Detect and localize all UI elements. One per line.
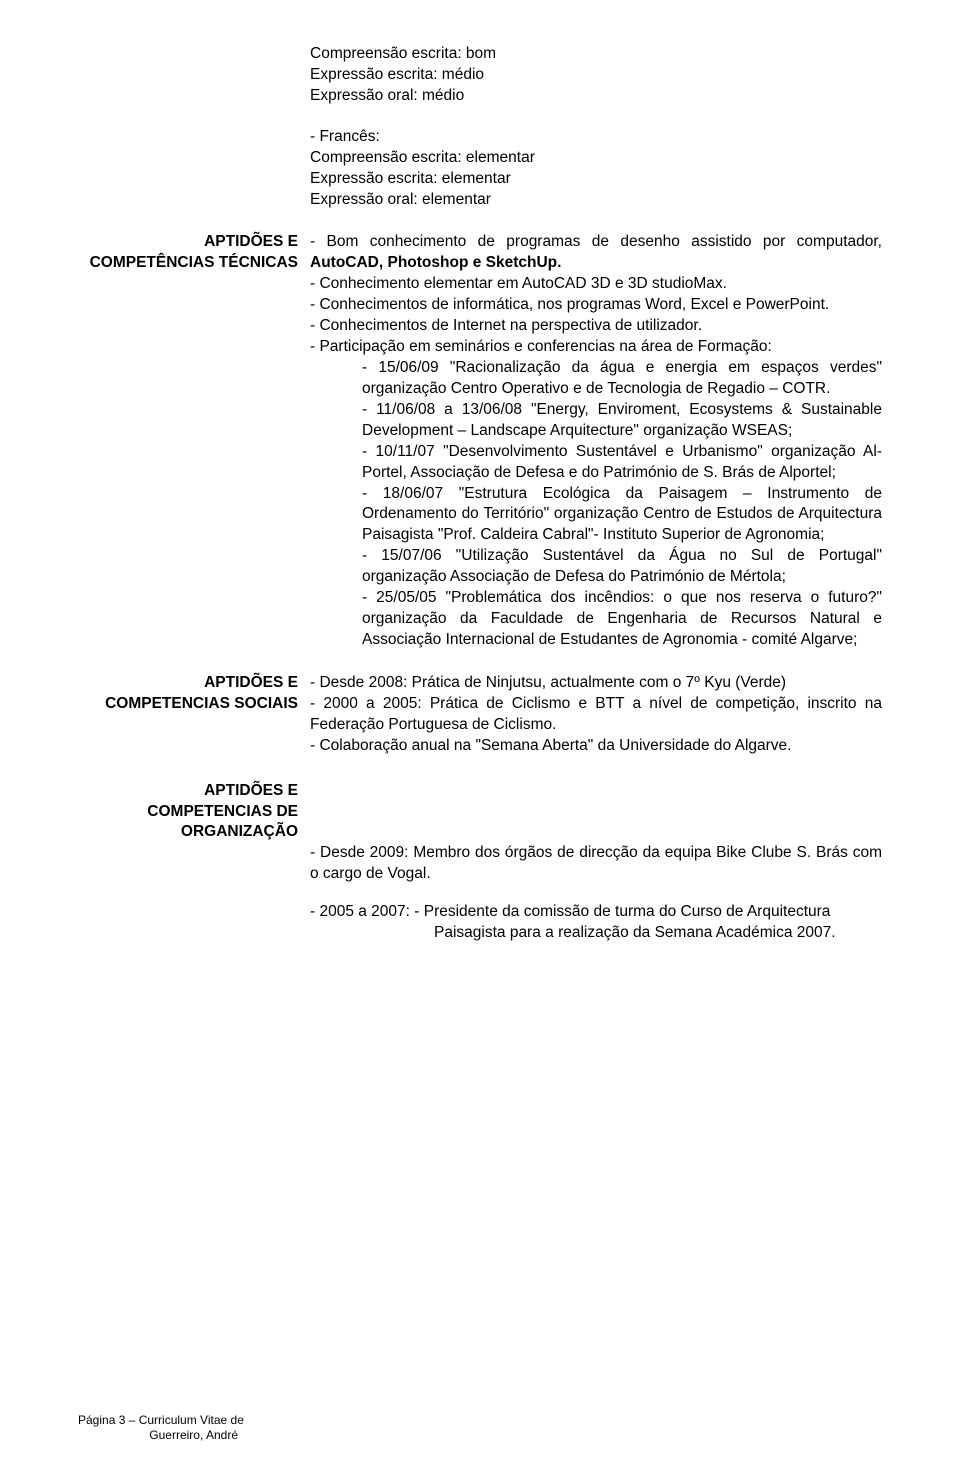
frances-label: - Francês: <box>310 127 882 148</box>
tecnicas-p2: - Conhecimento elementar em AutoCAD 3D e… <box>310 274 882 295</box>
footer-l1: Página 3 – Curriculum Vitae de <box>78 1413 244 1429</box>
tecnicas-title-l1: APTIDÕES E <box>78 232 298 253</box>
tecnicas-s4: - 18/06/07 "Estrutura Ecológica da Paisa… <box>310 484 882 547</box>
sociais-title-l2: COMPETENCIAS SOCIAIS <box>78 694 298 715</box>
org-title-col: APTIDÕES E COMPETENCIAS DE ORGANIZAÇÃO <box>78 781 298 945</box>
sociais-p3: - Colaboração anual na "Semana Aberta" d… <box>310 736 882 757</box>
tecnicas-p5: - Participação em seminários e conferenc… <box>310 337 882 358</box>
tecnicas-title-l2: COMPETÊNCIAS TÉCNICAS <box>78 253 298 274</box>
org-block: APTIDÕES E COMPETENCIAS DE ORGANIZAÇÃO -… <box>78 781 882 945</box>
org-spacer <box>310 781 882 843</box>
sociais-title-col: APTIDÕES E COMPETENCIAS SOCIAIS <box>78 673 298 757</box>
tecnicas-s6: - 25/05/05 "Problemática dos incêndios: … <box>310 588 882 651</box>
org-title: APTIDÕES E COMPETENCIAS DE ORGANIZAÇÃO <box>78 781 298 844</box>
tecnicas-s5: - 15/07/06 "Utilização Sustentável da Ág… <box>310 546 882 588</box>
page-footer: Página 3 – Curriculum Vitae de Guerreiro… <box>78 1413 244 1444</box>
exp-oral: Expressão oral: médio <box>310 86 882 107</box>
footer-l2: Guerreiro, André <box>78 1428 238 1444</box>
org-title-l3: ORGANIZAÇÃO <box>78 822 298 843</box>
fr-comp-escrita: Compreensão escrita: elementar <box>310 148 882 169</box>
tecnicas-s2: - 11/06/08 a 13/06/08 "Energy, Enviromen… <box>310 400 882 442</box>
comp-escrita: Compreensão escrita: bom <box>310 44 882 65</box>
tecnicas-p1a: - Bom conhecimento de programas de desen… <box>310 233 882 250</box>
tecnicas-title-col: APTIDÕES E COMPETÊNCIAS TÉCNICAS <box>78 232 298 650</box>
fr-exp-escrita: Expressão escrita: elementar <box>310 169 882 190</box>
org-p1: - Desde 2009: Membro dos órgãos de direc… <box>310 843 882 885</box>
empty-left <box>78 44 298 210</box>
tecnicas-title: APTIDÕES E COMPETÊNCIAS TÉCNICAS <box>78 232 298 274</box>
fr-exp-oral: Expressão oral: elementar <box>310 190 882 211</box>
tecnicas-p3: - Conhecimentos de informática, nos prog… <box>310 295 882 316</box>
sociais-title-l1: APTIDÕES E <box>78 673 298 694</box>
tecnicas-p4: - Conhecimentos de Internet na perspecti… <box>310 316 882 337</box>
tecnicas-p1b: AutoCAD, Photoshop e SketchUp. <box>310 254 561 271</box>
org-content: - Desde 2009: Membro dos órgãos de direc… <box>298 781 882 945</box>
tecnicas-s1: - 15/06/09 "Racionalização da água e ene… <box>310 358 882 400</box>
tecnicas-block: APTIDÕES E COMPETÊNCIAS TÉCNICAS - Bom c… <box>78 232 882 650</box>
tecnicas-p1: - Bom conhecimento de programas de desen… <box>310 232 882 274</box>
sociais-title: APTIDÕES E COMPETENCIAS SOCIAIS <box>78 673 298 715</box>
org-title-l2: COMPETENCIAS DE <box>78 802 298 823</box>
org-title-l1: APTIDÕES E <box>78 781 298 802</box>
sociais-content: - Desde 2008: Prática de Ninjutsu, actua… <box>298 673 882 757</box>
language-skills-block: Compreensão escrita: bom Expressão escri… <box>78 44 882 210</box>
language-content: Compreensão escrita: bom Expressão escri… <box>298 44 882 210</box>
sociais-p1: - Desde 2008: Prática de Ninjutsu, actua… <box>310 673 882 694</box>
tecnicas-content: - Bom conhecimento de programas de desen… <box>298 232 882 650</box>
tecnicas-s3: - 10/11/07 "Desenvolvimento Sustentável … <box>310 442 882 484</box>
org-p2a: - 2005 a 2007: - Presidente da comissão … <box>310 902 882 923</box>
org-p2b: Paisagista para a realização da Semana A… <box>310 923 882 944</box>
sociais-p2: - 2000 a 2005: Prática de Ciclismo e BTT… <box>310 694 882 736</box>
exp-escrita: Expressão escrita: médio <box>310 65 882 86</box>
sociais-block: APTIDÕES E COMPETENCIAS SOCIAIS - Desde … <box>78 673 882 757</box>
